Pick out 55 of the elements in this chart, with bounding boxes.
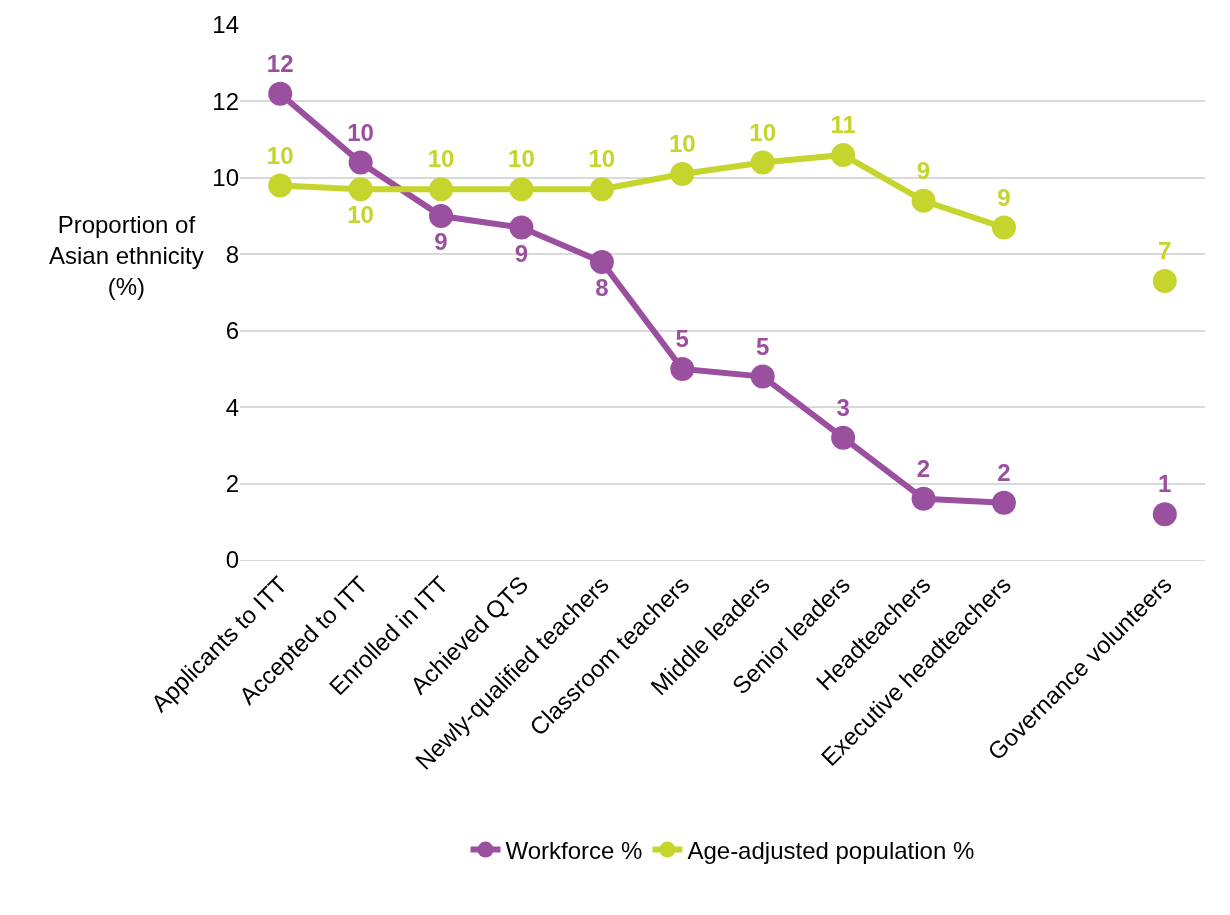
data-label: 8 (595, 273, 609, 301)
y-tick-label: 6 (225, 317, 239, 345)
point (348, 150, 373, 175)
y-tick-label: 12 (212, 87, 239, 115)
data-label: 9 (434, 228, 448, 256)
point (911, 188, 936, 213)
data-label: 1 (1158, 470, 1172, 498)
y-axis-title: Proportion of Asian ethnicity (%) (49, 211, 204, 301)
data-label: 2 (916, 454, 931, 482)
legend-label: Age-adjusted population % (687, 836, 975, 864)
data-label: 10 (347, 118, 374, 146)
data-label: 10 (588, 145, 616, 173)
point (831, 425, 856, 450)
data-label: 10 (347, 201, 374, 229)
data-label: 10 (749, 118, 777, 146)
point (589, 249, 614, 274)
data-label: 7 (1158, 237, 1172, 265)
point (429, 177, 454, 202)
data-label: 10 (427, 145, 455, 173)
y-tick-label: 14 (212, 11, 239, 39)
point (1152, 269, 1177, 294)
point (991, 490, 1016, 515)
point (509, 177, 534, 202)
point (509, 215, 534, 240)
data-label: 9 (916, 156, 931, 184)
y-tick-label: 10 (212, 164, 239, 192)
point (750, 150, 775, 175)
legend-label: Workforce % (505, 836, 643, 864)
point (348, 177, 373, 202)
point (670, 356, 695, 381)
point (1152, 502, 1177, 527)
point (991, 215, 1016, 240)
y-tick-label: 0 (225, 546, 239, 574)
data-label: 2 (997, 458, 1011, 486)
point (589, 177, 614, 202)
point (268, 173, 293, 198)
y-tick-label: 8 (225, 240, 239, 268)
data-label: 5 (675, 324, 689, 352)
point (750, 364, 775, 389)
point (670, 162, 695, 187)
data-label: 11 (830, 110, 856, 138)
data-label: 10 (266, 141, 294, 169)
data-label: 9 (514, 239, 529, 267)
data-label: 10 (508, 145, 535, 173)
data-label: 12 (266, 49, 294, 77)
point (911, 486, 936, 511)
point (268, 81, 293, 106)
data-label: 10 (668, 130, 696, 158)
point (429, 204, 454, 229)
y-tick-label: 4 (225, 393, 239, 421)
data-label: 9 (997, 183, 1011, 211)
point (831, 142, 856, 167)
data-label: 3 (836, 393, 850, 421)
data-label: 5 (756, 332, 770, 360)
y-tick-label: 2 (225, 469, 239, 497)
